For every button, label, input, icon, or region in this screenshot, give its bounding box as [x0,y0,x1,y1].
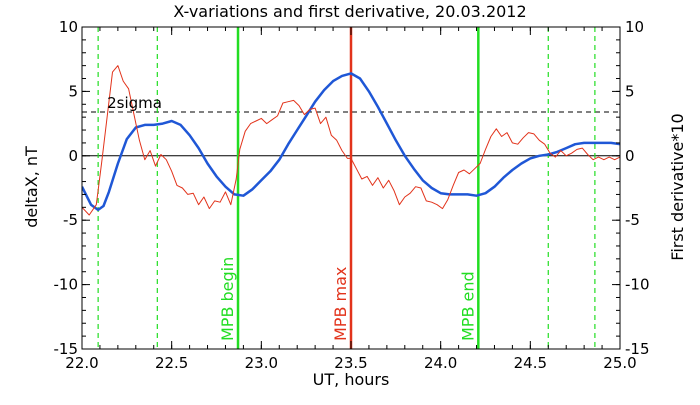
y2-axis-title: First derivative*10 [668,113,687,260]
plot-area: 22.0 22.5 23.0 23.5 24.0 24.5 25.0 10 5 0 -5 -10 -15… [54,18,650,372]
mpb-label-0: MPB begin [218,257,237,341]
chart-title: X-variations and first derivative, 20.03… [173,2,526,21]
y2-tick-label: 5 [625,82,635,100]
y-tick-label: -15 [54,340,79,358]
y-tick-label: 10 [59,18,78,36]
y-tick-label: 0 [68,147,78,165]
y2-tick-label: 0 [625,147,635,165]
mpb-label-2: MPB end [458,271,477,341]
y-tick-label: -10 [54,276,79,294]
y-tick-label: 5 [68,82,78,100]
y-tick-label: -5 [63,211,78,229]
x-tick-label: 22.0 [65,354,98,372]
mpb-label-1: MPB max [331,267,350,341]
y-axis-title: deltaX, nT [22,146,41,228]
y2-tick-label: -15 [625,340,650,358]
x-tick-label: 24.5 [514,354,547,372]
sigma-label: 2sigma [107,94,162,112]
series-line-deltax [82,72,620,212]
y2-tick-label: -10 [625,276,650,294]
x-axis-title: UT, hours [313,370,390,389]
x-tick-label: 24.0 [424,354,457,372]
y2-tick-label: 10 [625,18,644,36]
x-tick-label: 25.0 [603,354,636,372]
x-tick-label: 23.5 [334,354,367,372]
x-tick-label: 23.0 [245,354,278,372]
plot-clip-group [82,27,620,349]
y2-tick-label: -5 [625,211,640,229]
series-line-first-derivative-10 [82,65,620,216]
x-tick-label: 22.5 [155,354,188,372]
